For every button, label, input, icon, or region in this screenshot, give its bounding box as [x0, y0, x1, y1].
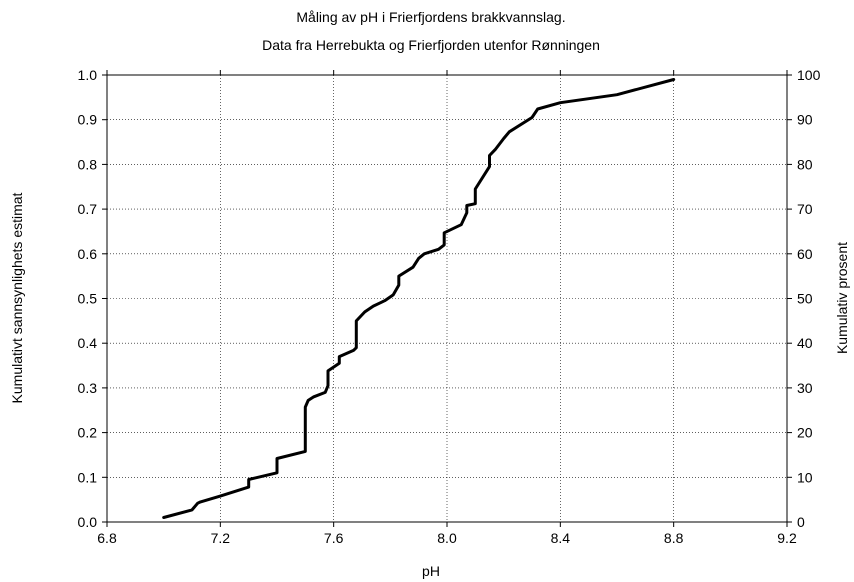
y-right-axis-tick-labels: 0 10 20 30 40 50 60 70 80 90 100 [797, 67, 821, 530]
y-left-tick-label: 0.1 [78, 469, 98, 485]
y-right-tick-label: 100 [797, 67, 821, 83]
y-left-tick-label: 1.0 [78, 67, 98, 83]
y-left-tick-label: 0.2 [78, 425, 98, 441]
y-right-axis-label: Kumulativ prosent [834, 242, 850, 354]
grid-lines [107, 75, 787, 522]
y-right-tick-label: 20 [797, 425, 813, 441]
x-tick-label: 7.6 [324, 530, 344, 546]
y-right-tick-label: 80 [797, 156, 813, 172]
y-left-tick-label: 0.9 [78, 112, 98, 128]
y-left-tick-label: 0.5 [78, 291, 98, 307]
y-right-tick-label: 60 [797, 246, 813, 262]
y-right-tick-label: 0 [797, 514, 805, 530]
y-right-tick-label: 90 [797, 112, 813, 128]
y-right-tick-label: 70 [797, 201, 813, 217]
x-tick-label: 9.2 [777, 530, 797, 546]
x-tick-label: 8.4 [551, 530, 571, 546]
x-tick-label: 8.0 [437, 530, 457, 546]
chart-subtitle: Data fra Herrebukta og Frierfjorden uten… [262, 37, 600, 53]
y-right-tick-label: 40 [797, 335, 813, 351]
y-left-tick-label: 0.3 [78, 380, 98, 396]
chart-title: Måling av pH i Frierfjordens brakkvannsl… [296, 9, 565, 25]
y-left-axis-tick-labels: 0.0 0.1 0.2 0.3 0.4 0.5 0.6 0.7 0.8 0.9 1.0 [78, 67, 98, 530]
y-right-tick-label: 50 [797, 291, 813, 307]
y-left-tick-label: 0.7 [78, 201, 98, 217]
x-axis-tick-labels: 6.8 7.2 7.6 8.0 8.4 8.8 9.2 [97, 530, 797, 546]
series-line-cdf [162, 78, 676, 519]
y-right-tick-label: 10 [797, 469, 813, 485]
y-left-tick-label: 0.0 [78, 514, 98, 530]
x-axis-label: pH [422, 563, 440, 579]
y-left-axis-label: Kumulativt sannsynlighets estimat [9, 192, 25, 403]
x-tick-label: 6.8 [97, 530, 117, 546]
y-left-tick-label: 0.8 [78, 156, 98, 172]
y-left-tick-label: 0.4 [78, 335, 98, 351]
axis-ticks [102, 70, 792, 527]
y-left-tick-label: 0.6 [78, 246, 98, 262]
y-right-tick-label: 30 [797, 380, 813, 396]
x-tick-label: 8.8 [664, 530, 684, 546]
x-tick-label: 7.2 [211, 530, 231, 546]
